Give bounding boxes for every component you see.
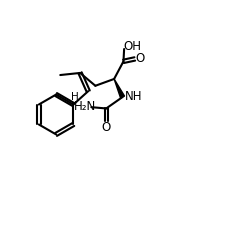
Polygon shape (114, 79, 124, 98)
Text: O: O (102, 121, 111, 134)
Text: O: O (136, 52, 145, 65)
Text: H₂N: H₂N (74, 100, 96, 113)
Text: OH: OH (123, 40, 141, 53)
Text: NH: NH (124, 90, 142, 103)
Text: H: H (71, 92, 78, 102)
